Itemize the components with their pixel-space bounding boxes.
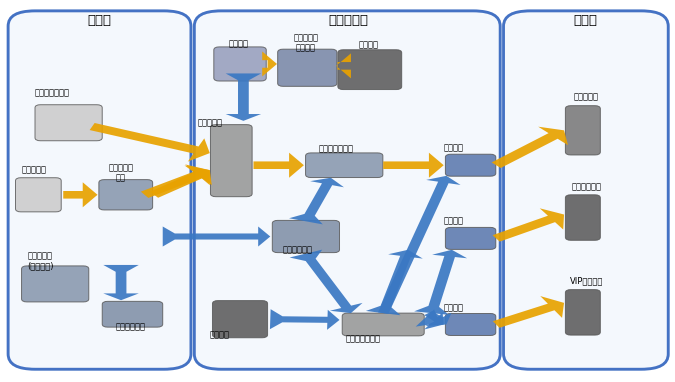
FancyBboxPatch shape [342,313,424,336]
FancyBboxPatch shape [213,301,267,338]
Polygon shape [290,250,362,313]
Polygon shape [289,178,344,224]
Text: 音源设备: 音源设备 [229,39,248,49]
Text: 扩声控制室: 扩声控制室 [328,14,369,27]
Text: 核心网络交换机: 核心网络交换机 [346,334,381,343]
FancyBboxPatch shape [446,154,496,176]
Polygon shape [383,153,443,178]
Text: VIP区域扩声: VIP区域扩声 [570,277,603,286]
Polygon shape [163,227,270,246]
Text: 比赛场地扩声: 比赛场地扩声 [571,183,601,192]
FancyBboxPatch shape [504,11,668,369]
Text: 数字调音台
(现场调音): 数字调音台 (现场调音) [27,251,53,271]
Text: 数字功放: 数字功放 [443,217,464,226]
Text: 无线传声器系统: 无线传声器系统 [35,88,70,97]
Polygon shape [491,127,568,168]
FancyBboxPatch shape [102,301,163,327]
FancyBboxPatch shape [22,266,89,302]
Text: 调音台接口箱: 调音台接口箱 [115,322,145,331]
FancyBboxPatch shape [338,50,402,89]
FancyBboxPatch shape [566,106,600,155]
Text: 观众区: 观众区 [574,14,597,27]
Text: 调音台接口箱: 调音台接口箱 [282,245,313,254]
Polygon shape [141,164,210,198]
FancyBboxPatch shape [306,153,383,178]
FancyBboxPatch shape [8,11,191,369]
FancyBboxPatch shape [446,227,496,249]
FancyBboxPatch shape [211,125,252,197]
FancyBboxPatch shape [272,220,340,253]
Text: 有线传声器: 有线传声器 [22,166,47,175]
FancyBboxPatch shape [16,178,61,212]
Polygon shape [262,52,277,76]
Polygon shape [270,309,340,330]
Polygon shape [336,53,351,78]
Text: 控制电脑: 控制电脑 [210,330,230,340]
Polygon shape [63,182,97,207]
FancyBboxPatch shape [446,314,496,335]
Polygon shape [90,123,210,162]
Polygon shape [425,311,452,326]
FancyBboxPatch shape [194,11,500,369]
Polygon shape [254,153,304,178]
FancyBboxPatch shape [35,105,102,141]
Polygon shape [493,208,564,242]
Text: 信号塞孔排: 信号塞孔排 [198,118,223,127]
Text: 数字功放: 数字功放 [443,303,464,312]
Polygon shape [378,176,460,314]
Text: 数字调音台
控制界面: 数字调音台 控制界面 [294,33,319,53]
Polygon shape [493,296,564,328]
Polygon shape [103,265,139,300]
Polygon shape [416,309,443,330]
FancyBboxPatch shape [566,195,600,240]
Text: 数字功放: 数字功放 [443,144,464,153]
Text: 观众区扩声: 观众区扩声 [574,92,599,102]
Text: 数字音频处理器: 数字音频处理器 [319,144,354,153]
Polygon shape [150,165,212,198]
Text: 观众区: 观众区 [88,14,111,27]
FancyBboxPatch shape [277,49,337,86]
FancyBboxPatch shape [214,47,266,81]
Polygon shape [366,250,423,315]
Polygon shape [225,73,261,121]
FancyBboxPatch shape [99,180,153,210]
Text: 监听音箱: 监听音箱 [358,40,379,49]
FancyBboxPatch shape [566,290,600,335]
Polygon shape [414,250,467,315]
Text: 场内音频插
座箱: 场内音频插 座箱 [109,163,134,183]
